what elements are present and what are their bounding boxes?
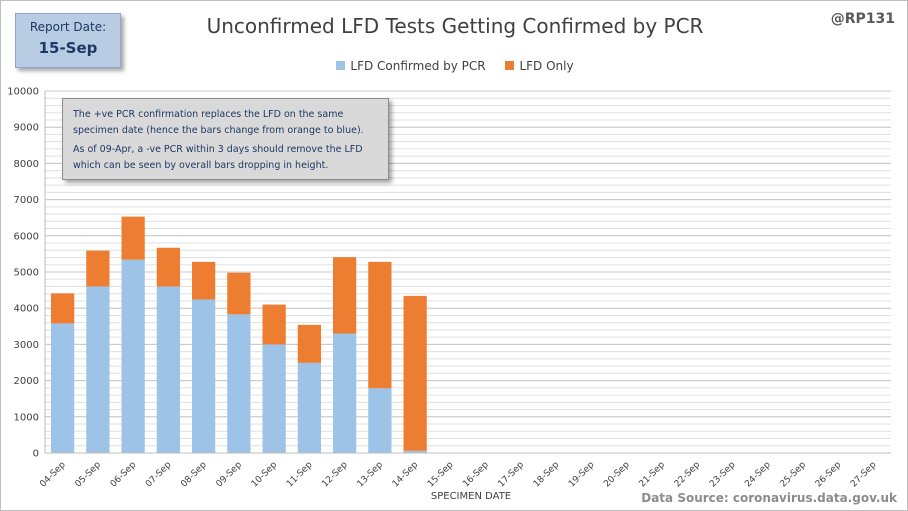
x-axis-title: SPECIMEN DATE — [431, 491, 511, 502]
bar-lfd-confirmed — [297, 362, 322, 453]
y-tick-label: 9000 — [14, 123, 39, 134]
bar-lfd-confirmed — [50, 323, 75, 453]
x-axis: 04-Sep 05-Sep 06-Sep 07-Sep 08-Sep 09-Sep 10-S… — [38, 452, 891, 490]
bar-lfd-only — [403, 295, 427, 451]
bar-lfd-confirmed — [403, 450, 427, 453]
x-tick-label: 13-Sep — [356, 460, 386, 490]
bar-lfd-confirmed — [121, 259, 145, 453]
x-tick-label: 09-Sep — [215, 460, 245, 490]
x-tick-label: 26-Sep — [814, 460, 844, 490]
x-tick-label: 17-Sep — [497, 460, 527, 490]
x-tick-label: 14-Sep — [391, 460, 421, 490]
bar-lfd-only — [156, 247, 181, 287]
x-tick-label: 24-Sep — [743, 460, 773, 490]
x-tick-label: 10-Sep — [250, 460, 280, 490]
x-tick-label: 15-Sep — [426, 460, 456, 490]
x-tick-label: 21-Sep — [638, 460, 668, 490]
bars — [50, 216, 427, 453]
report-date-value: 15-Sep — [38, 39, 98, 57]
bar-lfd-only — [50, 293, 75, 324]
legend-item-confirmed: LFD Confirmed by PCR — [336, 59, 486, 73]
y-tick-label: 1000 — [14, 412, 39, 423]
y-tick-label: 10000 — [7, 87, 39, 98]
bar-lfd-only — [262, 304, 286, 345]
x-tick-label: 05-Sep — [74, 460, 104, 490]
annotation-text-1: The +ve PCR confirmation replaces the LF… — [73, 109, 364, 136]
y-tick-label: 8000 — [14, 159, 39, 170]
bar-lfd-confirmed — [332, 333, 357, 453]
legend-item-lfd-only: LFD Only — [505, 59, 574, 73]
legend: LFD Confirmed by PCR LFD Only — [1, 59, 907, 73]
annotation-box: The +ve PCR confirmation replaces the LF… — [62, 98, 389, 180]
y-tick-label: 7000 — [14, 195, 39, 206]
x-tick-label: 22-Sep — [673, 460, 703, 490]
y-tick-label: 0 — [33, 449, 39, 460]
x-tick-label: 07-Sep — [144, 460, 174, 490]
bar-lfd-only — [368, 261, 392, 389]
y-tick-label: 4000 — [14, 304, 39, 315]
x-tick-label: 08-Sep — [179, 460, 209, 490]
bar-lfd-only — [332, 257, 357, 334]
bar-lfd-only — [297, 324, 322, 363]
y-tick-label: 3000 — [14, 340, 39, 351]
x-tick-label: 20-Sep — [602, 460, 632, 490]
y-tick-label: 2000 — [14, 376, 39, 387]
x-tick-label: 06-Sep — [109, 460, 139, 490]
bar-lfd-confirmed — [156, 286, 181, 453]
x-tick-label: 18-Sep — [532, 460, 562, 490]
legend-swatch-confirmed — [336, 61, 346, 70]
x-tick-label: 27-Sep — [849, 460, 879, 490]
x-tick-label: 12-Sep — [320, 460, 350, 490]
bar-lfd-only — [191, 261, 216, 300]
bar-lfd-confirmed — [191, 299, 216, 453]
x-tick-label: 25-Sep — [779, 460, 809, 490]
annotation-text-2: As of 09-Apr, a -ve PCR within 3 days sh… — [73, 144, 363, 171]
bar-lfd-only — [121, 216, 145, 260]
gridlines — [45, 90, 891, 454]
chart-title: Unconfirmed LFD Tests Getting Confirmed … — [206, 14, 704, 38]
x-tick-label: 16-Sep — [461, 460, 491, 490]
report-date-label: Report Date: — [29, 20, 107, 34]
bar-lfd-confirmed — [227, 314, 251, 453]
y-tick-label: 5000 — [14, 268, 39, 279]
bar-lfd-confirmed — [86, 286, 110, 453]
report-date-box: Report Date: 15-Sep — [15, 13, 121, 68]
legend-label-lfd-only: LFD Only — [519, 59, 574, 73]
data-source: Data Source: coronavirus.data.gov.uk — [641, 491, 897, 505]
x-tick-label: 23-Sep — [708, 460, 738, 490]
legend-swatch-lfd-only — [505, 61, 515, 70]
x-tick-label: 11-Sep — [285, 460, 315, 490]
y-tick-label: 6000 — [14, 231, 39, 242]
bar-lfd-confirmed — [262, 344, 286, 453]
x-tick-label: 04-Sep — [38, 460, 68, 490]
bar-lfd-confirmed — [368, 388, 392, 453]
bar-lfd-only — [86, 250, 110, 287]
bar-lfd-only — [227, 272, 251, 315]
y-axis: 0 1000 2000 3000 4000 5000 6000 7000 8000 9000 100… — [7, 87, 46, 460]
author-handle: @RP131 — [830, 11, 895, 27]
legend-label-confirmed: LFD Confirmed by PCR — [350, 59, 486, 73]
x-tick-label: 19-Sep — [567, 460, 597, 490]
